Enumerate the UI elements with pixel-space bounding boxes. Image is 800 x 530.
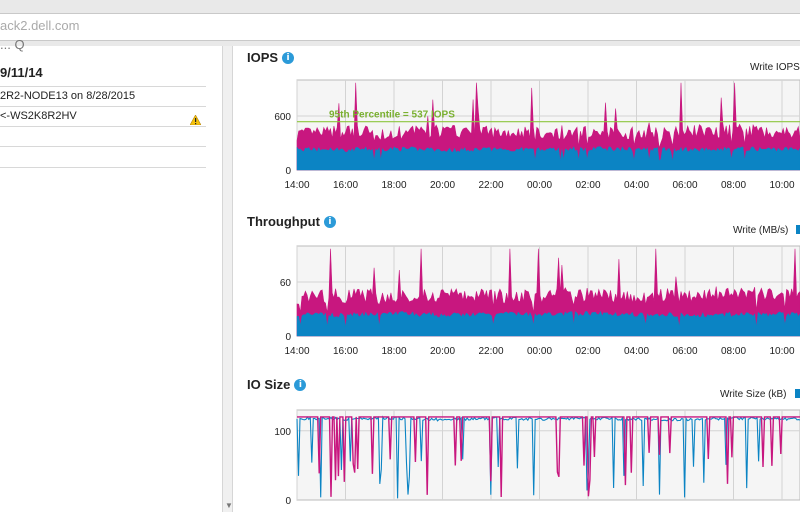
x-tick-label: 16:00 — [333, 346, 358, 357]
x-tick-label: 10:00 — [769, 180, 794, 191]
sidebar-cut-header: ... Q — [0, 37, 25, 52]
host-label: <-WS2K8R2HV — [0, 110, 77, 122]
url-text: ack2.dell.com — [0, 18, 79, 33]
info-icon[interactable]: i — [294, 379, 306, 391]
list-item-empty — [0, 127, 206, 147]
list-item-host[interactable]: <-WS2K8R2HV — [0, 107, 206, 127]
browser-chrome: ack2.dell.com — [0, 0, 800, 46]
percentile-label: 95th Percentile = 537 IOPS — [329, 110, 455, 121]
node-label: 2R2-NODE13 on 8/28/2015 — [0, 90, 135, 102]
info-icon[interactable]: i — [324, 216, 336, 228]
legend-swatch — [795, 389, 800, 398]
sidebar-panel: ... Q 9/11/14 2R2-NODE13 on 8/28/2015 <-… — [0, 46, 222, 512]
x-tick-label: 22:00 — [478, 346, 503, 357]
throughput-legend: Write (MB/s) — [733, 225, 800, 236]
panel-splitter[interactable] — [222, 46, 233, 512]
x-tick-label: 14:00 — [284, 180, 309, 191]
address-bar[interactable]: ack2.dell.com — [0, 13, 800, 41]
date-label: 9/11/14 — [0, 65, 43, 80]
x-tick-label: 20:00 — [430, 346, 455, 357]
legend-swatch — [796, 225, 800, 234]
x-tick-label: 00:00 — [527, 346, 552, 357]
x-tick-label: 02:00 — [575, 180, 600, 191]
x-tick-label: 02:00 — [575, 346, 600, 357]
iops-chart: 14:00 16:00 18:00 20:00 22:00 00:00 02:00 04:00… — [233, 74, 800, 224]
throughput-chart: 14:00 16:00 18:00 20:00 22:00 00:00 02:00 04:00… — [233, 240, 800, 390]
x-tick-label: 08:00 — [721, 180, 746, 191]
y-tick-label: 60 — [280, 278, 292, 289]
list-item-empty — [0, 147, 206, 168]
x-tick-label: 14:00 — [284, 346, 309, 357]
list-item-node[interactable]: 2R2-NODE13 on 8/28/2015 — [0, 87, 206, 107]
y-tick-label: 0 — [285, 496, 291, 507]
x-tick-label: 10:00 — [769, 346, 794, 357]
x-tick-label: 20:00 — [430, 180, 455, 191]
x-tick-label: 18:00 — [381, 346, 406, 357]
series-area — [297, 147, 800, 170]
iosize-chart: 0 100 — [233, 406, 800, 530]
iosize-legend: Write Size (kB) — [720, 389, 800, 400]
scroll-down-arrow-icon[interactable]: ▼ — [225, 502, 233, 510]
list-item-date[interactable]: 9/11/14 — [0, 58, 206, 87]
info-icon[interactable]: i — [282, 52, 294, 64]
x-tick-label: 00:00 — [527, 180, 552, 191]
x-tick-label: 04:00 — [624, 346, 649, 357]
x-tick-label: 06:00 — [672, 180, 697, 191]
x-tick-label: 04:00 — [624, 180, 649, 191]
y-tick-label: 100 — [274, 427, 291, 438]
x-tick-label: 22:00 — [478, 180, 503, 191]
x-tick-label: 18:00 — [381, 180, 406, 191]
x-tick-label: 06:00 — [672, 346, 697, 357]
x-tick-label: 08:00 — [721, 346, 746, 357]
y-tick-label: 0 — [285, 332, 291, 343]
iops-legend: Write IOPS — [750, 62, 800, 73]
y-tick-label: 0 — [285, 166, 291, 177]
y-tick-label: 600 — [274, 112, 291, 123]
x-tick-label: 16:00 — [333, 180, 358, 191]
